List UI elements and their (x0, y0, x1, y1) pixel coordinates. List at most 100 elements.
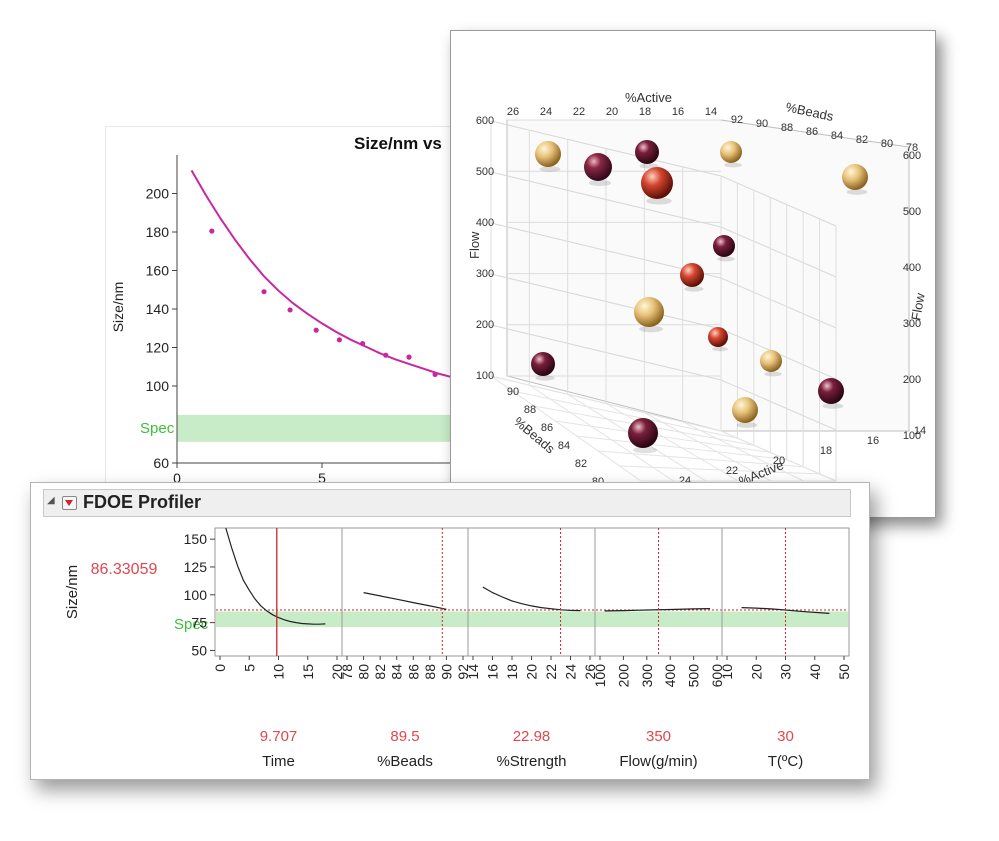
factor-value[interactable]: 89.5 (390, 728, 419, 745)
3d-tick-active-bottom: 16 (867, 435, 879, 447)
3d-point[interactable] (732, 397, 758, 423)
data-point (336, 337, 342, 343)
fdoe-profiler-panel: ◢ FDOE Profiler Size/nm 86.33059 Spec 50… (30, 482, 870, 780)
3d-point-shadow (736, 422, 758, 428)
x-tick-label: 300 (639, 664, 655, 688)
3d-tick-flow-right: 600 (903, 150, 921, 162)
3d-tick-flow-right: 500 (903, 206, 921, 218)
data-point (360, 341, 366, 347)
y-tick-label: 60 (153, 455, 169, 471)
x-tick-label: 400 (662, 664, 678, 688)
data-point (209, 228, 215, 234)
3d-point[interactable] (713, 235, 735, 257)
3d-point[interactable] (531, 352, 555, 376)
3d-tick-active-bottom: 18 (820, 445, 832, 457)
active-floor-line (720, 430, 837, 482)
profiler-y-axis-label: Size/nm (64, 565, 81, 619)
disclosure-triangle-icon[interactable]: ◢ (47, 495, 55, 506)
3d-point[interactable] (535, 141, 561, 167)
3d-point[interactable] (680, 263, 704, 287)
x-tick-label: 26 (582, 664, 598, 680)
3d-axis-beads-bottom: %Beads (511, 414, 558, 457)
factor-value[interactable]: 9.707 (260, 728, 298, 745)
3d-tick-flow-right: 200 (903, 374, 921, 386)
3d-point[interactable] (584, 153, 612, 181)
3d-tick-active-top: 16 (672, 106, 684, 118)
data-point (383, 352, 389, 358)
x-tick-label: 0 (212, 664, 228, 672)
x-tick-label: 82 (372, 664, 388, 680)
x-tick-label: 80 (356, 664, 372, 680)
x-tick-label: 0 (173, 470, 181, 486)
data-point (261, 289, 267, 295)
spec-band (216, 611, 848, 628)
3d-point-shadow (639, 325, 663, 333)
factor-value[interactable]: 350 (646, 728, 671, 745)
scatter-y-axis-label: Size/nm (110, 282, 126, 333)
3d-tick-active-bottom: 20 (773, 455, 785, 467)
3d-tick-active-bottom: 14 (914, 425, 926, 437)
size-scatter-chart: Size/nm vs Size/nm 60 100 120 140 160 180 200 0… (110, 134, 506, 486)
y-tick-label: 150 (184, 531, 208, 547)
3d-point[interactable] (760, 350, 782, 372)
x-tick-label: 78 (339, 664, 355, 680)
active-floor-line (529, 384, 674, 482)
beads-floor-line (576, 435, 787, 461)
3d-point-shadow (717, 256, 735, 262)
x-tick-label: 500 (686, 664, 702, 688)
3d-tick-active-top: 22 (573, 106, 585, 118)
factor-name: Flow(g/min) (619, 753, 697, 770)
factor-value[interactable]: 22.98 (513, 728, 551, 745)
3d-point-shadow (684, 286, 704, 292)
3d-point[interactable] (634, 297, 664, 327)
3d-axis-active-top: %Active (625, 90, 672, 105)
3d-point-shadow (539, 166, 561, 172)
3d-tick-flow-right: 400 (903, 262, 921, 274)
factor-value[interactable]: 30 (777, 728, 794, 745)
3d-point[interactable] (708, 327, 728, 347)
y-tick-label: 120 (146, 340, 170, 356)
x-tick-label: 15 (300, 664, 316, 680)
active-floor-line (605, 403, 739, 482)
3d-axis-flow-right: Flow (908, 291, 928, 321)
3d-point-shadow (724, 162, 742, 168)
3d-axis-beads-top: %Beads (784, 99, 835, 124)
3d-point-shadow (712, 346, 728, 352)
3d-axis-flow-left: Flow (467, 231, 482, 259)
3d-tick-beads-bottom: 82 (575, 458, 587, 470)
3d-point-shadow (764, 371, 782, 377)
x-tick-label: 50 (836, 664, 852, 680)
x-tick-label: 5 (241, 664, 257, 672)
profiler-plot-frame (214, 527, 850, 657)
3d-tick-flow-left: 300 (476, 268, 494, 280)
3d-point[interactable] (818, 378, 844, 404)
data-point (432, 371, 438, 378)
3d-tick-beads-bottom: 88 (524, 404, 536, 416)
3d-point[interactable] (720, 141, 742, 163)
red-triangle-menu-icon[interactable] (62, 496, 77, 510)
fit-curve (190, 169, 453, 379)
profiler-header[interactable] (43, 489, 851, 517)
3d-scatter-panel: 26 24 22 20 18 16 14 92 90 88 86 84 82 80 78 600 500 400 3… (450, 30, 936, 518)
profiler-title: FDOE Profiler (83, 492, 202, 512)
3d-point[interactable] (628, 418, 658, 448)
x-tick-label: 84 (389, 664, 405, 680)
3d-tick-beads-top: 82 (856, 134, 868, 146)
profiler-chart: Size/nm 86.33059 Spec 50 75 100 125 150 0 5 10 1… (64, 527, 852, 770)
y-tick-label: 100 (184, 587, 208, 603)
x-tick-label: 22 (543, 664, 559, 680)
active-floor-line (644, 412, 772, 482)
x-tick-label: 86 (405, 664, 421, 680)
y-tick-label: 200 (146, 186, 170, 202)
3d-tick-flow-left: 200 (476, 319, 494, 331)
3d-tick-flow-left: 400 (476, 217, 494, 229)
3d-point[interactable] (635, 140, 659, 164)
x-tick-label: 5 (318, 470, 326, 486)
3d-tick-active-top: 14 (705, 106, 717, 118)
3d-point-shadow (588, 179, 612, 187)
y-tick-label: 50 (191, 642, 207, 658)
3d-tick-beads-bottom: 84 (558, 440, 570, 452)
3d-point[interactable] (842, 164, 868, 190)
3d-point[interactable] (641, 167, 673, 199)
